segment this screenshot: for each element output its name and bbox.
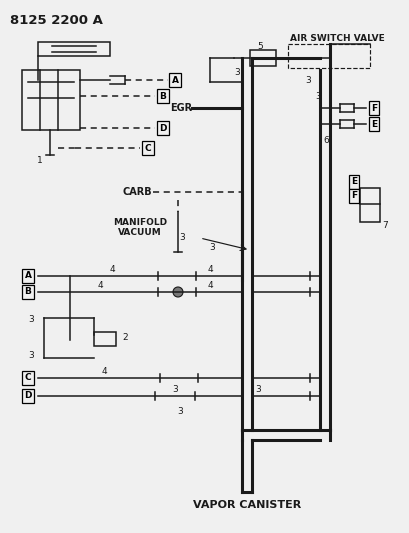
Text: 3: 3 [254, 385, 260, 394]
Text: 3: 3 [172, 385, 178, 394]
Text: 4: 4 [97, 281, 103, 290]
Text: F: F [350, 191, 356, 200]
Text: EGR: EGR [169, 103, 191, 113]
Text: 4: 4 [207, 281, 212, 290]
Text: 1: 1 [37, 156, 43, 165]
Circle shape [173, 287, 182, 297]
Text: 3: 3 [28, 316, 34, 325]
Text: A: A [25, 271, 31, 280]
Text: MANIFOLD
VACUUM: MANIFOLD VACUUM [112, 218, 166, 237]
Bar [249, 50, 275, 66]
Text: 3: 3 [304, 76, 310, 85]
Text: C: C [25, 374, 31, 383]
Text: 4: 4 [101, 367, 107, 376]
Text: A: A [171, 76, 178, 85]
Text: 4: 4 [109, 265, 115, 274]
Text: E: E [350, 177, 356, 187]
Bar [287, 44, 369, 68]
Text: 2: 2 [122, 334, 127, 343]
Text: B: B [159, 92, 166, 101]
Text: B: B [25, 287, 31, 296]
Text: 5: 5 [256, 42, 262, 51]
Text: VAPOR CANISTER: VAPOR CANISTER [192, 500, 300, 510]
Text: AIR SWITCH VALVE: AIR SWITCH VALVE [289, 34, 384, 43]
Bar [94, 332, 116, 346]
Bar [38, 42, 110, 56]
Text: 3: 3 [177, 408, 182, 416]
Text: 8125 2200 A: 8125 2200 A [10, 14, 103, 27]
Text: C: C [144, 143, 151, 152]
Text: E: E [370, 119, 376, 128]
Text: D: D [159, 124, 166, 133]
Text: D: D [24, 392, 31, 400]
Text: 3: 3 [315, 92, 320, 101]
Text: F: F [370, 103, 376, 112]
Text: 3: 3 [209, 244, 214, 253]
Bar [22, 70, 80, 130]
Text: 3: 3 [179, 233, 184, 243]
Text: CARB: CARB [122, 187, 152, 197]
Bar [359, 188, 379, 222]
Text: 3: 3 [234, 68, 239, 77]
Text: 3: 3 [28, 351, 34, 360]
Text: 7: 7 [381, 222, 387, 230]
Text: 6: 6 [322, 135, 328, 144]
Text: 4: 4 [207, 265, 212, 274]
